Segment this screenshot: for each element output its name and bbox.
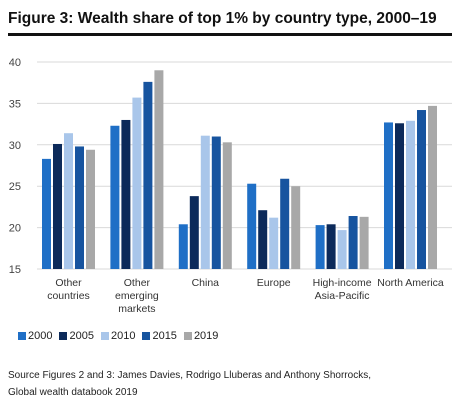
category-label: China <box>192 277 220 289</box>
legend-swatch <box>183 332 192 340</box>
bar-2015-1 <box>143 81 153 269</box>
legend-swatch <box>142 332 151 340</box>
y-tick-label: 20 <box>9 223 21 235</box>
category-label: Other countries <box>47 277 90 302</box>
bar-2005-0 <box>53 143 62 269</box>
bar-2005-2 <box>189 196 199 269</box>
source-note: Source Figures 2 and 3: James Davies, Ro… <box>8 367 448 401</box>
bar-2015-3 <box>280 178 290 269</box>
chart-legend: 2000 2005 2010 2015 2019 <box>18 329 225 343</box>
title-rule <box>8 33 452 36</box>
bar-2010-5 <box>406 120 415 270</box>
legend-label: 2019 <box>193 330 219 342</box>
category-label: High-income Asia-Pacific <box>313 277 372 302</box>
legend-label: 2000 <box>28 330 53 342</box>
category-label-line: countries <box>47 290 90 302</box>
legend-label: 2005 <box>69 330 94 342</box>
bar-2005-4 <box>326 224 336 269</box>
bar-2000-5 <box>384 122 393 269</box>
bar-2010-0 <box>64 133 73 269</box>
category-label-line: North America <box>377 277 444 289</box>
y-tick-label: 40 <box>9 57 21 69</box>
category-label-line: Europe <box>257 277 291 289</box>
figure-header: Figure 3: Wealth share of top 1% by coun… <box>0 0 460 40</box>
bar-2019-2 <box>222 142 232 269</box>
legend-item-2015: 2015 <box>142 330 177 342</box>
category-label-line: China <box>192 277 220 289</box>
category-label: Other emerging markets <box>115 277 159 315</box>
y-tick-label: 35 <box>9 98 21 110</box>
legend-swatch <box>100 332 109 340</box>
category-label-line: emerging <box>115 290 159 302</box>
bar-2010-1 <box>132 97 142 269</box>
legend-label: 2010 <box>110 330 136 342</box>
bar-2019-1 <box>154 70 164 269</box>
y-tick-label: 25 <box>9 181 21 193</box>
legend-item-2019: 2019 <box>183 330 219 342</box>
bar-2000-1 <box>110 125 120 269</box>
bar-2000-0 <box>42 158 51 269</box>
bar-2005-5 <box>395 123 404 269</box>
category-label: North America <box>377 277 444 289</box>
category-label-line: Other <box>55 277 82 289</box>
y-tick-label: 30 <box>9 140 21 152</box>
legend-label: 2015 <box>152 330 177 342</box>
category-label-line: High-income <box>313 277 372 289</box>
legend-item-2010: 2010 <box>100 330 136 342</box>
bar-2010-4 <box>337 230 347 269</box>
legend-swatch <box>18 332 26 340</box>
bar-2000-2 <box>178 224 188 269</box>
bar-2019-3 <box>291 186 301 269</box>
category-label: Europe <box>257 277 291 289</box>
bar-2010-3 <box>269 217 279 269</box>
category-label-line: Other <box>124 277 151 289</box>
legend-item-2005: 2005 <box>59 330 94 342</box>
bar-2019-5 <box>428 105 437 269</box>
bar-2005-1 <box>121 119 131 270</box>
source-line-2: Global wealth databook 2019 <box>8 387 138 398</box>
source-line-1: Source Figures 2 and 3: James Davies, Ro… <box>8 370 371 381</box>
legend-item-2000: 2000 <box>18 330 52 342</box>
bar-2000-3 <box>247 183 257 269</box>
category-label-line: Asia-Pacific <box>315 290 370 302</box>
figure-title: Figure 3: Wealth share of top 1% by coun… <box>8 10 437 27</box>
bar-2010-2 <box>200 135 210 269</box>
bar-2015-4 <box>348 216 358 269</box>
category-label-line: markets <box>118 303 155 315</box>
bar-2015-5 <box>417 110 426 269</box>
bar-2015-2 <box>211 136 221 269</box>
y-tick-label: 15 <box>9 264 21 276</box>
bar-2000-4 <box>315 225 325 269</box>
bar-2019-0 <box>86 149 95 269</box>
bar-2015-0 <box>75 146 84 269</box>
bar-2005-3 <box>258 210 268 269</box>
bar-2019-4 <box>359 216 369 269</box>
legend-swatch <box>59 332 68 340</box>
